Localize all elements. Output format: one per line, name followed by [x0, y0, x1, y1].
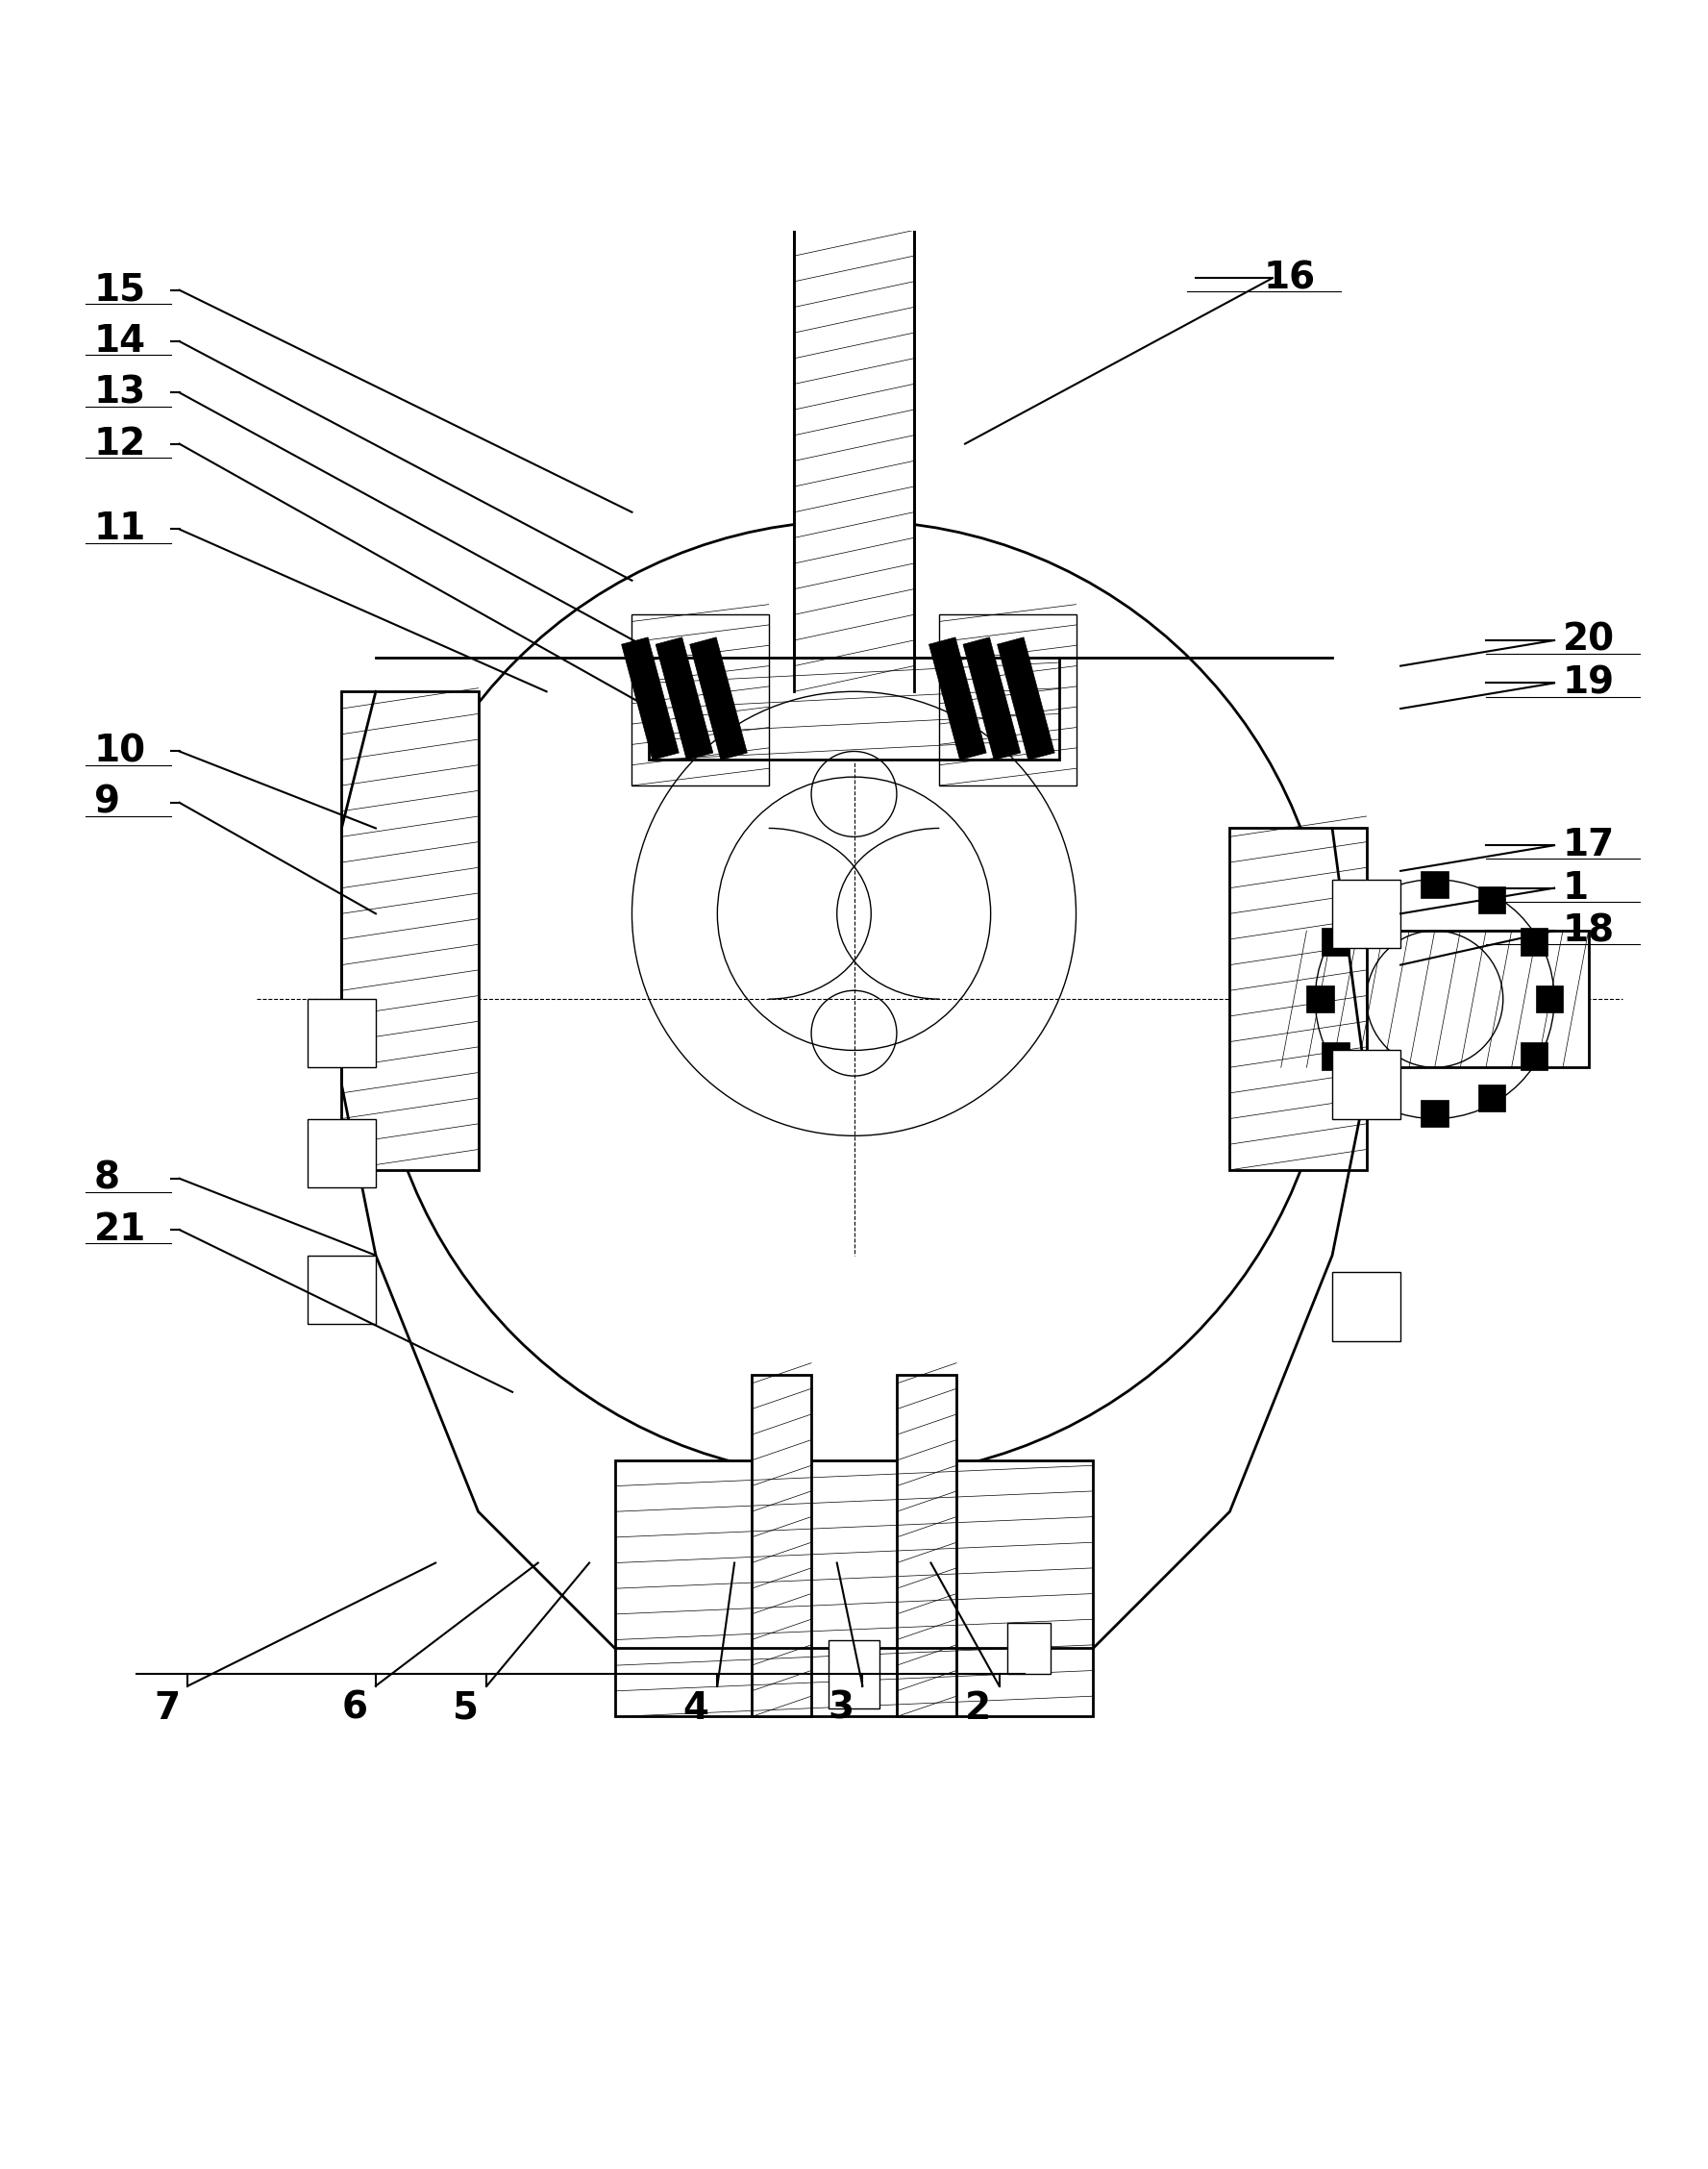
- FancyBboxPatch shape: [615, 1460, 1093, 1716]
- Bar: [622, 638, 678, 759]
- FancyBboxPatch shape: [1230, 829, 1366, 1169]
- Text: 20: 20: [1563, 623, 1614, 659]
- Text: 3: 3: [828, 1690, 854, 1727]
- Text: 19: 19: [1563, 664, 1614, 701]
- Text: 16: 16: [1264, 260, 1315, 297]
- Text: 21: 21: [94, 1212, 147, 1247]
- Bar: [1332, 1050, 1401, 1119]
- Bar: [1365, 887, 1392, 913]
- Bar: [1479, 887, 1506, 913]
- Text: 12: 12: [94, 425, 147, 462]
- Text: 5: 5: [453, 1690, 478, 1727]
- FancyBboxPatch shape: [649, 657, 1059, 759]
- FancyBboxPatch shape: [897, 1375, 956, 1716]
- Bar: [1421, 872, 1448, 898]
- Bar: [997, 638, 1054, 759]
- Bar: [939, 614, 1076, 785]
- FancyBboxPatch shape: [794, 213, 914, 692]
- Bar: [1307, 985, 1334, 1013]
- Bar: [632, 614, 769, 785]
- Bar: [828, 1640, 880, 1709]
- Bar: [1535, 985, 1563, 1013]
- Bar: [1520, 1043, 1547, 1069]
- Bar: [1332, 1273, 1401, 1340]
- Bar: [1365, 1084, 1392, 1113]
- Bar: [963, 638, 1020, 759]
- Bar: [690, 638, 746, 759]
- Bar: [1322, 1043, 1349, 1069]
- Bar: [1322, 928, 1349, 957]
- FancyBboxPatch shape: [1281, 931, 1588, 1067]
- Text: 18: 18: [1563, 913, 1614, 950]
- Text: 4: 4: [683, 1690, 709, 1727]
- Bar: [1008, 1622, 1050, 1674]
- Bar: [307, 1000, 376, 1067]
- Text: 11: 11: [94, 512, 147, 547]
- Text: 14: 14: [94, 323, 145, 360]
- Text: 13: 13: [94, 375, 147, 410]
- Text: 1: 1: [1563, 870, 1588, 907]
- Text: 17: 17: [1563, 826, 1616, 863]
- Bar: [656, 638, 712, 759]
- Text: 15: 15: [94, 271, 145, 308]
- Bar: [929, 638, 986, 759]
- Text: 7: 7: [154, 1690, 179, 1727]
- Bar: [1520, 928, 1547, 957]
- FancyBboxPatch shape: [342, 692, 478, 1169]
- Bar: [1332, 878, 1401, 948]
- Text: 10: 10: [94, 733, 145, 770]
- Text: 6: 6: [342, 1690, 367, 1727]
- Bar: [1479, 1084, 1506, 1113]
- Text: 9: 9: [94, 785, 120, 820]
- Bar: [307, 1256, 376, 1323]
- Text: 8: 8: [94, 1160, 120, 1197]
- FancyBboxPatch shape: [752, 1375, 811, 1716]
- Text: 2: 2: [965, 1690, 991, 1727]
- Bar: [307, 1119, 376, 1186]
- Bar: [1421, 1100, 1448, 1128]
